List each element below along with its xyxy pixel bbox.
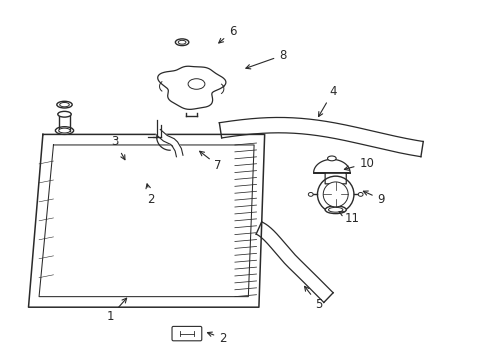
- Circle shape: [323, 182, 347, 207]
- Polygon shape: [158, 66, 225, 109]
- Text: 1: 1: [106, 298, 126, 323]
- Ellipse shape: [175, 39, 188, 46]
- Ellipse shape: [325, 206, 346, 213]
- Ellipse shape: [59, 128, 70, 133]
- Ellipse shape: [308, 193, 312, 196]
- Text: 9: 9: [363, 191, 384, 206]
- Text: 10: 10: [344, 157, 374, 170]
- Ellipse shape: [358, 193, 362, 196]
- Ellipse shape: [58, 111, 71, 117]
- Polygon shape: [28, 134, 264, 307]
- Polygon shape: [219, 117, 423, 157]
- FancyBboxPatch shape: [172, 327, 202, 341]
- Text: 7: 7: [199, 151, 222, 172]
- Text: 8: 8: [245, 49, 286, 69]
- Polygon shape: [156, 130, 177, 147]
- Ellipse shape: [328, 207, 342, 212]
- Text: 2: 2: [207, 332, 226, 345]
- Ellipse shape: [188, 79, 204, 89]
- Ellipse shape: [55, 127, 74, 134]
- Polygon shape: [39, 145, 254, 297]
- Text: 5: 5: [304, 286, 322, 311]
- Ellipse shape: [327, 156, 335, 161]
- Polygon shape: [256, 222, 332, 302]
- Text: 3: 3: [111, 135, 125, 160]
- Text: 2: 2: [146, 184, 154, 206]
- Polygon shape: [172, 142, 183, 157]
- Text: 11: 11: [339, 212, 359, 225]
- Ellipse shape: [60, 103, 69, 107]
- Ellipse shape: [178, 40, 185, 44]
- Circle shape: [317, 176, 353, 213]
- Polygon shape: [313, 159, 349, 184]
- Text: 4: 4: [318, 85, 336, 117]
- Ellipse shape: [57, 101, 72, 108]
- Text: 6: 6: [218, 25, 236, 43]
